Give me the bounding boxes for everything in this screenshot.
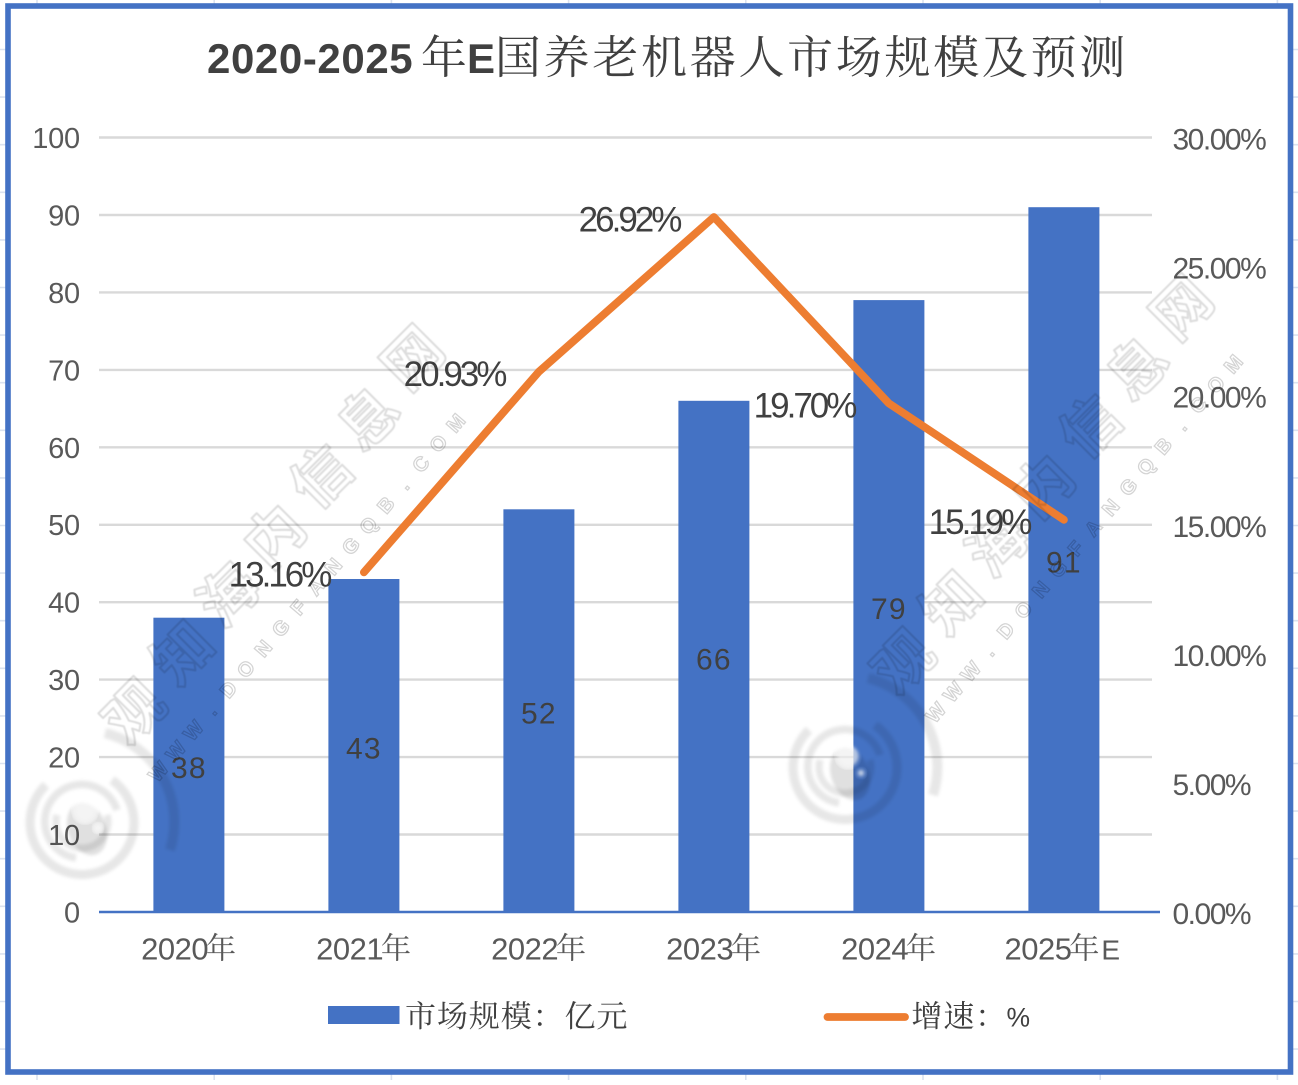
svg-text:19.70%: 19.70% — [754, 387, 857, 426]
svg-text:2022: 2022 — [491, 932, 558, 967]
svg-text:52: 52 — [521, 698, 557, 731]
svg-text:%: % — [1007, 1003, 1031, 1033]
svg-text:40: 40 — [48, 588, 80, 620]
svg-text:2020: 2020 — [141, 932, 208, 967]
svg-text:2021: 2021 — [316, 932, 383, 967]
svg-text:30.00%: 30.00% — [1173, 124, 1267, 157]
svg-text:5.00%: 5.00% — [1173, 769, 1251, 802]
svg-text:E: E — [1101, 935, 1119, 966]
svg-text:E: E — [467, 35, 495, 82]
svg-text:91: 91 — [1046, 547, 1082, 580]
svg-text:15.00%: 15.00% — [1173, 511, 1267, 544]
svg-text:2023: 2023 — [666, 932, 733, 967]
svg-text:26.92%: 26.92% — [579, 200, 682, 239]
svg-text:80: 80 — [48, 278, 80, 310]
svg-text:79: 79 — [871, 593, 907, 626]
svg-text:10.00%: 10.00% — [1173, 640, 1267, 673]
svg-text:43: 43 — [346, 733, 382, 766]
svg-text:30: 30 — [48, 665, 80, 697]
svg-text:2025: 2025 — [1005, 932, 1072, 967]
svg-text:0: 0 — [64, 898, 80, 930]
svg-text:70: 70 — [48, 355, 80, 387]
svg-text:20: 20 — [48, 743, 80, 775]
svg-text:0.00%: 0.00% — [1173, 898, 1251, 931]
svg-text:66: 66 — [696, 643, 732, 676]
svg-text:15.19%: 15.19% — [929, 503, 1032, 542]
svg-text:20.00%: 20.00% — [1173, 382, 1267, 415]
svg-text:38: 38 — [171, 752, 207, 785]
svg-text:60: 60 — [48, 433, 80, 465]
svg-text:2020-2025: 2020-2025 — [207, 35, 413, 82]
svg-text:25.00%: 25.00% — [1173, 253, 1267, 286]
svg-text:90: 90 — [48, 201, 80, 233]
svg-text:100: 100 — [32, 123, 80, 155]
svg-text:2024: 2024 — [841, 932, 908, 967]
svg-text:50: 50 — [48, 510, 80, 542]
svg-text:20.93%: 20.93% — [404, 355, 507, 394]
